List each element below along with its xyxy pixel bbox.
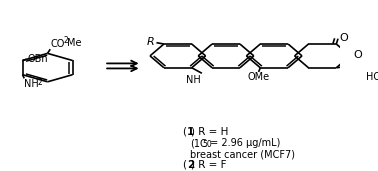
Text: CO: CO <box>50 39 65 49</box>
Text: Me: Me <box>67 38 81 48</box>
Text: O: O <box>353 50 362 60</box>
Text: NH: NH <box>186 75 201 85</box>
Text: NH: NH <box>24 79 39 89</box>
Text: ) R = H: ) R = H <box>191 127 228 137</box>
Text: = 2.96 µg/mL): = 2.96 µg/mL) <box>207 138 280 148</box>
Text: (: ( <box>182 160 186 170</box>
Text: 2: 2 <box>187 160 194 170</box>
Text: O: O <box>340 33 349 43</box>
Text: OBn: OBn <box>27 54 48 64</box>
Text: 2: 2 <box>63 36 68 45</box>
Text: ) R = F: ) R = F <box>191 160 226 170</box>
Text: (: ( <box>182 127 186 137</box>
Text: 50: 50 <box>203 140 212 149</box>
Text: breast cancer (MCF7): breast cancer (MCF7) <box>190 149 295 159</box>
Text: OMe: OMe <box>248 73 270 82</box>
Text: 1: 1 <box>187 127 194 137</box>
Text: (1C: (1C <box>190 138 207 148</box>
Text: R: R <box>147 37 154 47</box>
Text: HO: HO <box>366 72 378 82</box>
Text: 2: 2 <box>37 78 42 87</box>
